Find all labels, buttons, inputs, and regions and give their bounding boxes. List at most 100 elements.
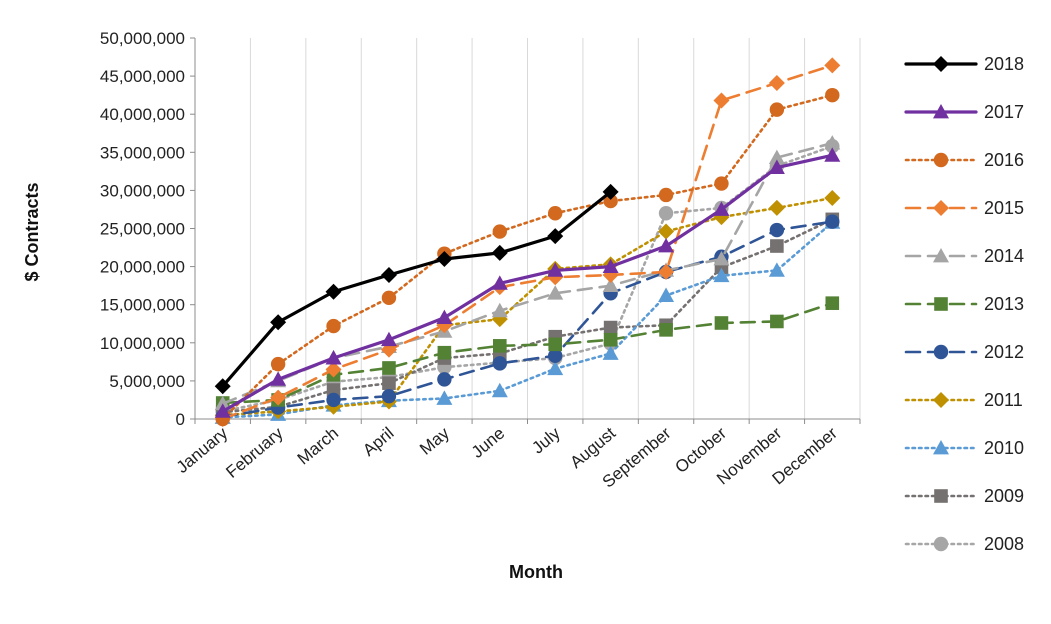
point-marker — [602, 258, 619, 273]
point-marker — [770, 239, 784, 253]
legend-label: 2017 — [984, 102, 1024, 122]
point-marker — [270, 371, 287, 386]
legend-item-2016: 2016 — [904, 150, 1024, 170]
point-marker — [768, 262, 785, 277]
point-marker — [491, 244, 508, 261]
x-tick-label: May — [416, 423, 453, 459]
grid — [194, 38, 861, 419]
point-marker — [825, 87, 840, 103]
legend-item-2012: 2012 — [904, 342, 1024, 362]
legend-item-2015: 2015 — [904, 198, 1024, 218]
series-2012 — [215, 214, 840, 424]
point-marker — [770, 314, 784, 329]
point-marker — [491, 382, 508, 398]
point-marker — [825, 214, 840, 229]
point-marker — [824, 147, 841, 162]
series-line — [221, 220, 834, 419]
series-lines — [214, 57, 841, 427]
point-marker — [933, 104, 949, 119]
point-marker — [437, 372, 452, 387]
point-marker — [491, 302, 508, 318]
point-marker — [933, 440, 949, 455]
legend-item-2018: 2018 — [904, 54, 1024, 74]
point-marker — [933, 200, 949, 216]
point-marker — [714, 316, 729, 330]
point-marker — [824, 135, 841, 150]
point-marker — [934, 489, 948, 503]
point-marker — [602, 345, 619, 360]
point-marker — [547, 262, 564, 277]
axes — [190, 37, 861, 424]
y-tick-label: 45,000,000 — [100, 67, 185, 86]
legend-item-2009: 2009 — [904, 486, 1024, 506]
point-marker — [381, 290, 397, 306]
point-marker — [713, 201, 730, 216]
point-marker — [548, 206, 563, 221]
x-axis-title: Month — [509, 562, 563, 582]
y-tick-label: 30,000,000 — [100, 181, 185, 200]
point-marker — [658, 263, 675, 280]
legend-label: 2011 — [984, 390, 1023, 410]
point-marker — [658, 187, 674, 203]
point-marker — [602, 277, 619, 293]
point-marker — [658, 287, 675, 302]
y-tick-label: 50,000,000 — [100, 29, 185, 48]
point-marker — [270, 314, 287, 331]
point-marker — [658, 238, 675, 253]
legend-label: 2016 — [984, 150, 1024, 170]
point-marker — [547, 228, 564, 245]
y-tick-label: 25,000,000 — [100, 220, 185, 239]
y-tick-label: 0 — [176, 410, 185, 429]
series-2017 — [214, 147, 841, 418]
point-marker — [214, 403, 231, 418]
series-line — [221, 153, 834, 413]
legend-label: 2014 — [984, 246, 1024, 266]
series-line — [221, 190, 613, 388]
point-marker — [492, 339, 507, 353]
legend-label: 2008 — [984, 534, 1024, 554]
legend-label: 2018 — [984, 54, 1024, 74]
point-marker — [603, 332, 618, 347]
point-marker — [326, 318, 341, 334]
x-tick-label: August — [566, 423, 619, 472]
point-marker — [547, 360, 564, 376]
point-marker — [603, 320, 618, 335]
x-tick-label: February — [222, 423, 287, 482]
y-axis-title: $ Contracts — [22, 182, 42, 281]
y-tick-label: 10,000,000 — [100, 334, 185, 353]
point-marker — [768, 149, 785, 165]
point-marker — [824, 190, 841, 207]
point-marker — [436, 250, 453, 267]
legend-item-2013: 2013 — [904, 294, 1024, 314]
legend-item-2017: 2017 — [904, 102, 1024, 122]
series-line — [221, 93, 834, 421]
point-marker — [325, 350, 342, 365]
x-tick-label: June — [468, 424, 508, 462]
series-line — [221, 221, 834, 419]
point-marker — [769, 102, 785, 117]
legend-label: 2012 — [984, 342, 1024, 362]
point-marker — [713, 250, 730, 266]
point-marker — [713, 92, 730, 109]
point-marker — [492, 356, 507, 371]
point-marker — [382, 361, 396, 375]
series-line — [221, 301, 834, 405]
point-marker — [214, 395, 231, 411]
point-marker — [380, 331, 397, 347]
point-marker — [270, 356, 286, 372]
legend-item-2011: 2011 — [904, 390, 1023, 410]
point-marker — [933, 392, 949, 408]
point-marker — [325, 361, 342, 378]
point-marker — [491, 275, 508, 290]
y-tick-label: 5,000,000 — [109, 372, 185, 391]
point-marker — [437, 345, 452, 360]
legend-item-2014: 2014 — [904, 246, 1024, 266]
point-marker — [548, 337, 563, 352]
point-marker — [659, 323, 673, 337]
series-line — [221, 196, 834, 417]
point-marker — [934, 297, 948, 311]
point-marker — [548, 348, 563, 363]
point-marker — [270, 389, 287, 406]
y-tick-label: 15,000,000 — [100, 296, 185, 315]
